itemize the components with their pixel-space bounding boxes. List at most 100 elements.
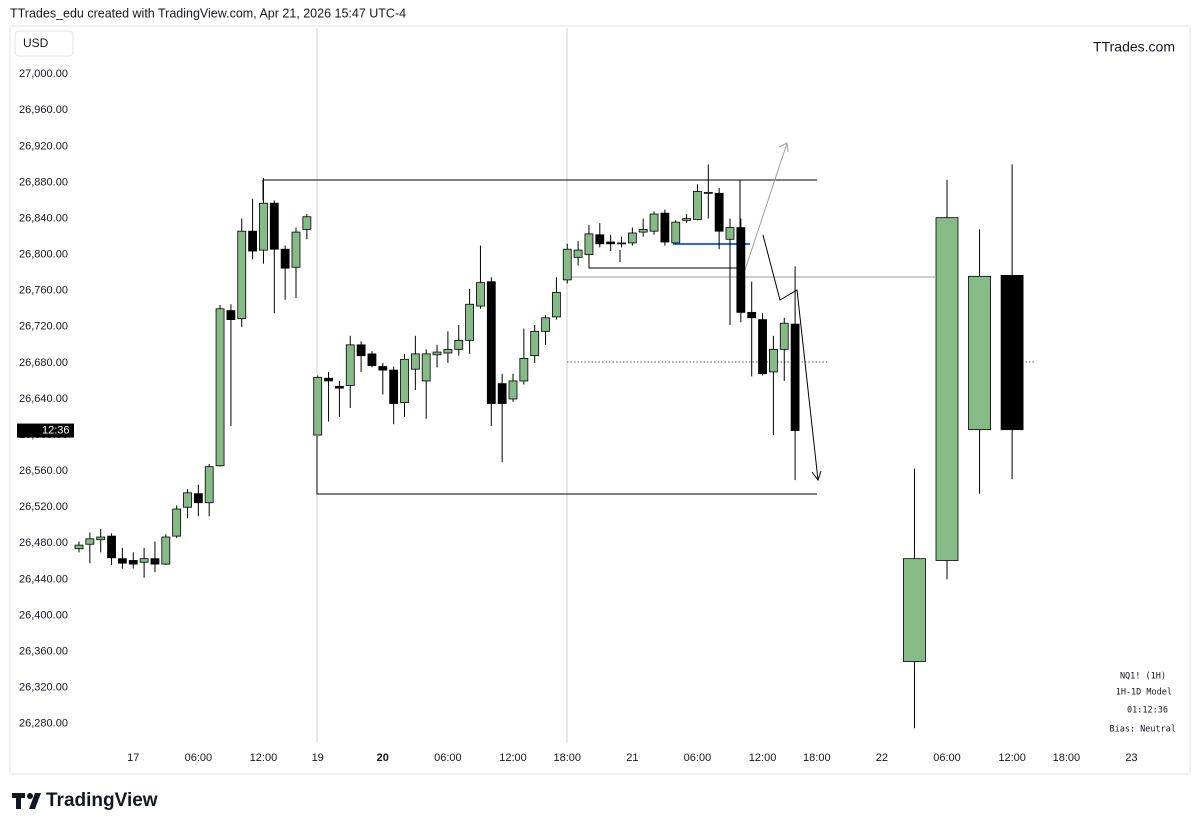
x-tick-label: 12:00 (499, 752, 527, 764)
candle-body (530, 330, 540, 357)
candle-body (378, 366, 388, 371)
candle-body (660, 212, 670, 243)
y-tick-label: 26,800.00 (19, 249, 68, 261)
candle-body (389, 369, 399, 404)
x-tick-label: 18:00 (803, 752, 831, 764)
candle-body (562, 248, 572, 281)
info-box: NQ1! (1H) 1H-1D Model 01:12:36 Bias: Neu… (1109, 672, 1176, 735)
logo-mark (12, 793, 41, 809)
range-high (262, 179, 817, 200)
candle-body (259, 202, 268, 251)
candle-body (226, 310, 236, 320)
x-tick-label: 18:00 (553, 752, 581, 764)
candle-body (790, 323, 800, 431)
y-tick-label: 26,640.00 (19, 393, 68, 405)
y-tick-label: 27,000.00 (19, 68, 68, 80)
candle-body (193, 493, 203, 504)
bull-arrow (744, 142, 788, 271)
candle-body (150, 558, 160, 565)
footer-logo[interactable]: TradingView (12, 790, 158, 811)
x-tick-label: 18:00 (1053, 752, 1081, 764)
candle-body (627, 232, 637, 244)
candle-body (736, 227, 746, 313)
candle-body (128, 560, 138, 565)
range-low (316, 436, 817, 495)
candle-body (302, 216, 312, 230)
candle-body (172, 508, 182, 537)
candle-body (1000, 274, 1024, 431)
x-tick-label: 06:00 (185, 752, 213, 764)
bull-arrowhead (778, 142, 789, 153)
candle-body (161, 536, 171, 565)
candle-body (291, 231, 301, 268)
candle-body (671, 221, 681, 244)
countdown-box (17, 423, 74, 438)
watermark: TTrades.com (1093, 39, 1175, 55)
candle-body (454, 339, 464, 350)
candle-body (617, 242, 626, 245)
candle-body (714, 192, 724, 232)
candle-body (269, 202, 279, 250)
candle-body (476, 282, 485, 307)
candle-body (215, 308, 225, 467)
candle-body (367, 353, 377, 367)
y-tick-label: 26,680.00 (19, 357, 68, 369)
candle-body (552, 292, 561, 318)
candle-body (421, 353, 431, 382)
candle-body (508, 380, 518, 400)
candle-body (248, 230, 258, 252)
x-tick-label: 12:00 (998, 752, 1026, 764)
candle-body (584, 233, 594, 256)
candle-body (356, 344, 366, 357)
y-tick-label: 26,920.00 (19, 140, 68, 152)
x-tick-label: 20 (377, 752, 389, 764)
candle-body (334, 385, 344, 389)
candle-body (769, 348, 778, 373)
x-tick-label: 06:00 (933, 752, 961, 764)
y-tick-label: 26,360.00 (19, 645, 68, 657)
candle-body (85, 538, 95, 545)
candle-body (183, 492, 192, 508)
candle-body (96, 536, 106, 541)
candle-body (280, 248, 290, 269)
currency[interactable]: USD (23, 36, 49, 50)
x-tick-label: 17 (127, 752, 139, 764)
candle-body (432, 351, 442, 356)
x-tick-label: 12:00 (250, 752, 278, 764)
candle-body (649, 213, 659, 232)
info-text: NQ1! (1H) (1120, 672, 1166, 682)
candle-body (693, 191, 702, 220)
candle-body (638, 228, 648, 233)
y-tick-label: 26,320.00 (19, 682, 68, 694)
candle-body (758, 319, 767, 375)
plot: 26,280.00 26,320.00 26,360.00 26,400.00 26,4… (17, 68, 1138, 764)
y-tick-label: 26,280.00 (19, 718, 68, 730)
y-tick-label: 26,440.00 (19, 573, 68, 585)
chart-frame (9, 25, 1191, 775)
candle-body (345, 344, 355, 386)
candle-body (606, 241, 616, 245)
x-tick-label: 06:00 (684, 752, 712, 764)
candle-body (497, 383, 507, 404)
candle-body (519, 357, 529, 382)
candle-body (400, 358, 409, 403)
info-text: 01:12:36 (1127, 706, 1168, 716)
bear-arrowhead (811, 470, 822, 482)
candle-body (118, 558, 127, 564)
logo-text: TradingView (46, 790, 158, 811)
y-tick-label: 26,840.00 (19, 212, 68, 224)
y-tick-label: 26,720.00 (19, 321, 68, 333)
candle-body (968, 275, 991, 431)
y-tick-label: 26,960.00 (19, 104, 68, 116)
y-tick-label: 26,480.00 (19, 537, 68, 549)
info-text: 1H-1D Model (1116, 688, 1172, 698)
countdown: 12:36 (42, 424, 70, 436)
header: TTrades_edu created with TradingView.com… (10, 6, 406, 20)
logo-dot (27, 793, 33, 799)
candle-body (237, 230, 247, 320)
candle-body (573, 249, 583, 258)
candle-body (541, 317, 550, 332)
x-tick-label: 19 (312, 752, 324, 764)
